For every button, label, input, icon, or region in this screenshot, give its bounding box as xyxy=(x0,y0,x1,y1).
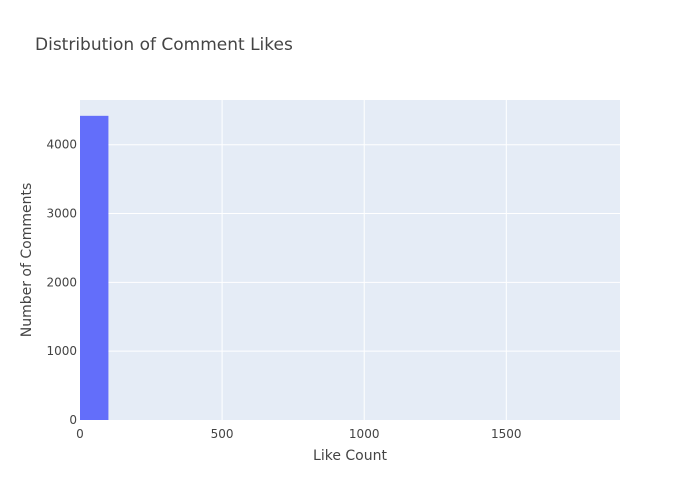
x-tick-label: 1000 xyxy=(349,427,380,441)
grid-lines xyxy=(80,100,620,420)
y-axis-ticks: 0 1000 2000 3000 4000 xyxy=(46,138,77,427)
y-tick-label: 2000 xyxy=(46,275,77,289)
y-axis-title: Number of Comments xyxy=(19,183,35,338)
y-tick-label: 4000 xyxy=(46,138,77,152)
y-tick-label: 3000 xyxy=(46,207,77,221)
y-tick-label: 0 xyxy=(69,413,77,427)
bars xyxy=(80,115,109,421)
y-tick-label: 1000 xyxy=(46,344,77,358)
x-axis-ticks: 0 500 1000 1500 xyxy=(76,427,521,441)
x-tick-label: 500 xyxy=(211,427,234,441)
chart-title: Distribution of Comment Likes xyxy=(35,35,293,55)
plot-area xyxy=(80,100,620,420)
histogram-bar-0 xyxy=(80,115,109,421)
x-axis-title: Like Count xyxy=(313,448,387,464)
x-tick-label: 1500 xyxy=(491,427,522,441)
x-tick-label: 0 xyxy=(76,427,84,441)
